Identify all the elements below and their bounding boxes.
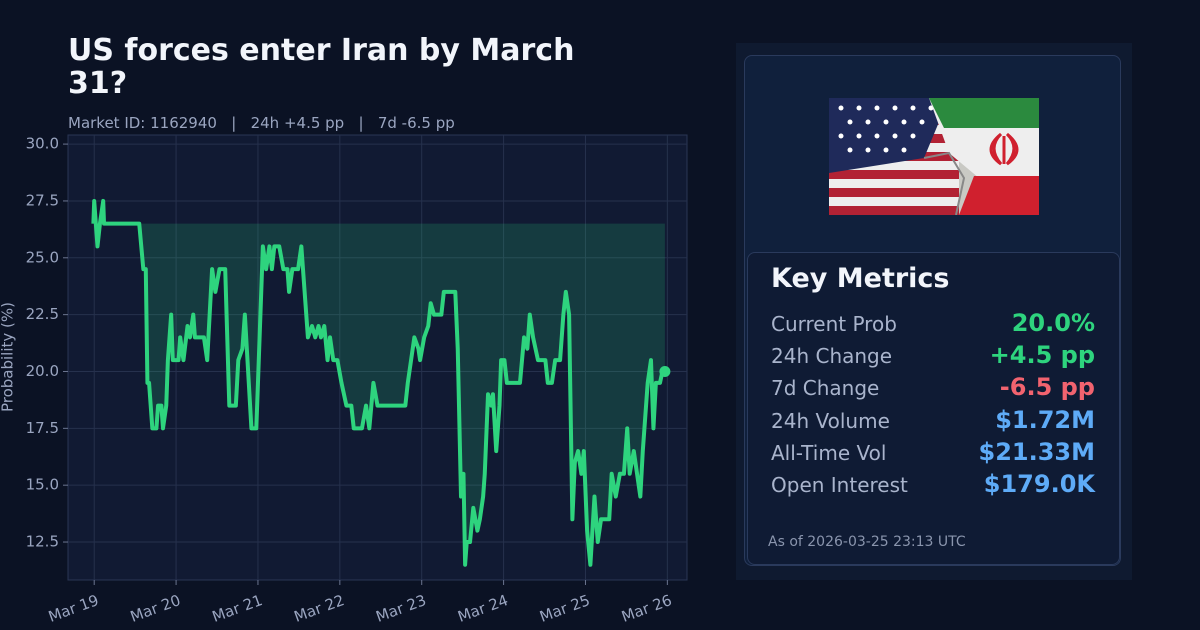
metric-value: +4.5 pp xyxy=(989,341,1095,370)
area-fill xyxy=(93,200,665,565)
metrics-card xyxy=(747,252,1120,565)
x-tick-label: Mar 25 xyxy=(537,591,592,626)
metric-value: $21.33M xyxy=(978,437,1096,466)
metric-label: Open Interest xyxy=(771,473,908,497)
y-tick-label: 12.5 xyxy=(26,533,59,551)
metric-value: 20.0% xyxy=(1011,309,1095,337)
metric-value: -6.5 pp xyxy=(999,373,1095,402)
metric-label: Current Prob xyxy=(771,312,897,336)
x-tick-label: Mar 20 xyxy=(128,591,183,626)
line xyxy=(91,198,665,567)
subtitle: Market ID: 1162940 | 24h +4.5 pp | 7d -6… xyxy=(68,114,455,132)
y-tick-label: 20.0 xyxy=(26,362,59,380)
metric-label: 24h Volume xyxy=(771,408,890,433)
metric-label: 7d Change xyxy=(771,376,880,401)
marks xyxy=(91,198,671,567)
x-tick-label: Mar 24 xyxy=(455,591,510,626)
metrics-title: Key Metrics xyxy=(771,263,950,294)
x-tick-label: Mar 19 xyxy=(46,591,101,626)
y-tick-label: 30.0 xyxy=(26,135,59,153)
y-tick-label: 27.5 xyxy=(26,191,59,209)
y-tick-label: 17.5 xyxy=(26,419,59,437)
metric-value: $179.0K xyxy=(983,470,1095,498)
x-tick-label: Mar 26 xyxy=(619,591,674,626)
y-tick-label: 22.5 xyxy=(26,305,59,323)
metric-value: $1.72M xyxy=(995,405,1095,434)
y-tick-label: 15.0 xyxy=(26,476,59,494)
x-tick-label: Mar 21 xyxy=(210,591,265,626)
metric-label: All-Time Vol xyxy=(771,440,887,465)
y-axis-label: Probability (%) xyxy=(0,302,17,412)
end-marker xyxy=(659,365,671,377)
y-tick-label: 25.0 xyxy=(26,248,59,266)
metric-label: 24h Change xyxy=(771,344,893,369)
title: US forces enter Iran by March 31? xyxy=(68,33,575,101)
x-tick-label: Mar 22 xyxy=(292,591,347,626)
flag-image xyxy=(829,98,1039,215)
chart: Probability (%) 12.5 15.0 17.5 20.0 22.5 25.0… xyxy=(0,134,688,626)
x-tick-label: Mar 23 xyxy=(373,591,428,626)
as-of-note: As of 2026-03-25 23:13 UTC xyxy=(768,534,966,550)
